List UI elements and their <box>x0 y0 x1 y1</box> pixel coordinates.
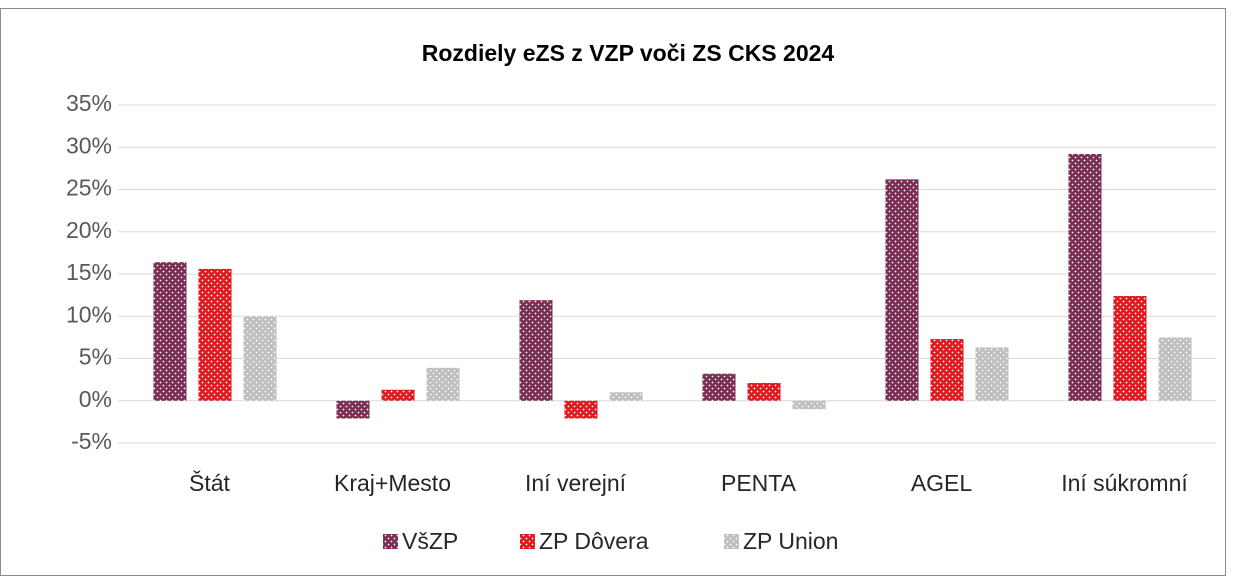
x-tick-label: AGEL <box>911 470 973 496</box>
legend-swatch <box>383 534 398 549</box>
bar <box>1113 295 1147 401</box>
bar <box>885 179 919 401</box>
bar <box>243 316 277 401</box>
x-tick-label: PENTA <box>721 470 797 496</box>
y-tick-label: 5% <box>79 344 112 370</box>
bar <box>336 400 370 419</box>
bar <box>1068 154 1102 401</box>
legend-swatch <box>520 534 535 549</box>
y-tick-label: 35% <box>66 90 112 116</box>
y-tick-label: 15% <box>66 259 112 285</box>
legend-label: ZP Union <box>743 528 838 554</box>
y-tick-label: 10% <box>66 301 112 327</box>
bar <box>519 300 553 401</box>
y-tick-label: 30% <box>66 132 112 158</box>
x-tick-label: Iní verejní <box>525 470 627 496</box>
x-tick-label: Štát <box>189 469 231 496</box>
y-tick-label: -5% <box>71 428 112 454</box>
legend-label: ZP Dôvera <box>539 528 649 554</box>
legend-swatch <box>724 534 739 549</box>
y-tick-label: 20% <box>66 217 112 243</box>
bar <box>381 389 415 401</box>
y-tick-label: 0% <box>79 386 112 412</box>
y-tick-label: 25% <box>66 175 112 201</box>
bar <box>609 392 643 401</box>
bar <box>930 339 964 401</box>
bar <box>792 400 826 410</box>
bar <box>975 347 1009 401</box>
bar <box>702 373 736 401</box>
x-tick-label: Kraj+Mesto <box>334 470 451 496</box>
bar <box>198 268 232 401</box>
bar <box>426 367 460 401</box>
bar <box>1158 337 1192 401</box>
x-tick-label: Iní súkromní <box>1061 470 1188 496</box>
chart-title: Rozdiely eZS z VZP voči ZS CKS 2024 <box>422 40 835 66</box>
bar <box>153 262 187 401</box>
bar <box>564 400 598 419</box>
bar <box>747 383 781 401</box>
legend-label: VšZP <box>402 528 458 554</box>
